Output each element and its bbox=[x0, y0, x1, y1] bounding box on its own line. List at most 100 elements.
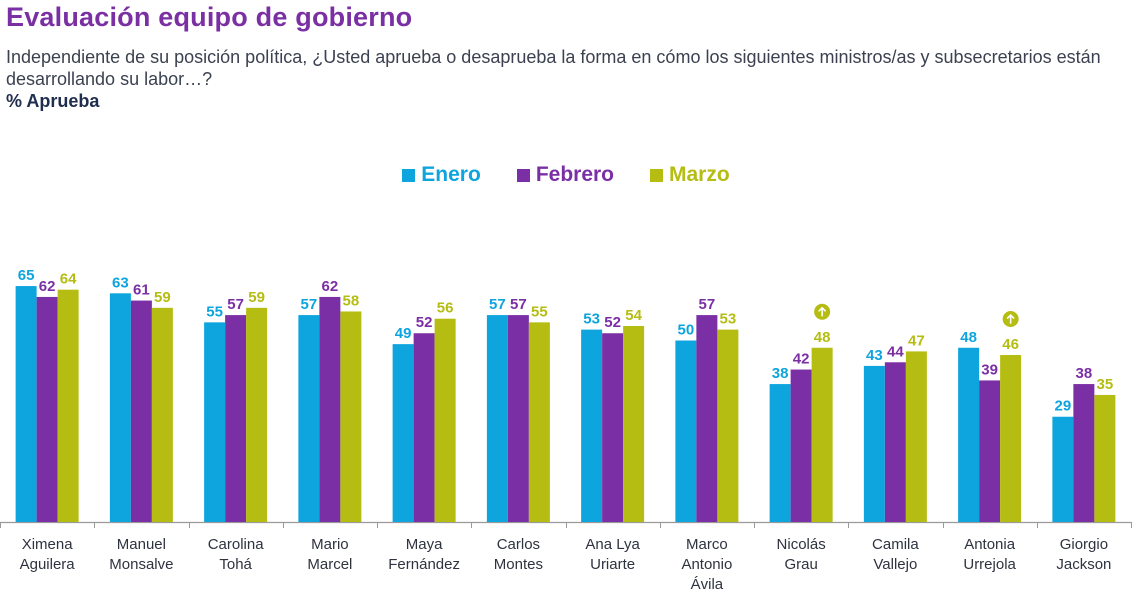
data-label-marzo: 56 bbox=[437, 300, 454, 317]
data-label-enero: 57 bbox=[489, 296, 506, 313]
data-label-marzo: 48 bbox=[814, 329, 831, 346]
bar-enero bbox=[15, 286, 37, 522]
bar-marzo bbox=[811, 347, 833, 522]
bar-febrero bbox=[225, 315, 247, 522]
legend-item-febrero: Febrero bbox=[516, 163, 614, 187]
chart-subtitle: Independiente de su posición política, ¿… bbox=[6, 47, 1101, 89]
bar-enero bbox=[958, 347, 980, 522]
legend-swatch bbox=[650, 168, 663, 182]
bar-febrero bbox=[1073, 384, 1095, 522]
category-label: Vallejo bbox=[873, 556, 917, 573]
data-label-febrero: 38 bbox=[1076, 365, 1093, 382]
bar-enero bbox=[675, 340, 697, 522]
data-label-marzo: 59 bbox=[154, 289, 171, 306]
category-label: Ana Lya bbox=[585, 536, 640, 553]
bar-febrero bbox=[790, 369, 812, 522]
category-label: Marcel bbox=[307, 556, 352, 573]
data-label-febrero: 42 bbox=[793, 351, 810, 368]
category-label: Jackson bbox=[1056, 556, 1111, 573]
bar-enero bbox=[392, 344, 414, 522]
bar-marzo bbox=[151, 307, 173, 522]
bar-febrero bbox=[507, 315, 529, 522]
data-label-enero: 55 bbox=[206, 303, 223, 320]
category-label: Camila bbox=[872, 536, 919, 553]
category-label: Antonia bbox=[964, 536, 1016, 553]
bar-febrero bbox=[130, 300, 152, 522]
bar-marzo bbox=[340, 311, 362, 522]
category-label: Maya bbox=[406, 536, 443, 553]
chart-title: Evaluación equipo de gobierno bbox=[6, 2, 413, 32]
category-label: Carlos bbox=[497, 536, 540, 553]
category-label: Carolina bbox=[208, 536, 265, 553]
bar-enero bbox=[581, 329, 603, 522]
data-label-febrero: 52 bbox=[416, 314, 433, 331]
bar-febrero bbox=[884, 362, 906, 522]
bar-enero bbox=[1052, 416, 1074, 522]
data-label-febrero: 61 bbox=[133, 282, 150, 299]
bar-enero bbox=[298, 315, 320, 522]
data-label-marzo: 53 bbox=[720, 311, 737, 328]
category-label: Fernández bbox=[388, 556, 460, 573]
category-label: Montes bbox=[494, 556, 543, 573]
category-label: Ávila bbox=[691, 576, 724, 593]
data-label-marzo: 35 bbox=[1097, 376, 1114, 393]
data-label-enero: 38 bbox=[772, 365, 789, 382]
bar-marzo bbox=[1094, 394, 1116, 522]
legend-label: Marzo bbox=[669, 163, 730, 186]
data-label-enero: 57 bbox=[301, 296, 318, 313]
category-label: Grau bbox=[784, 556, 817, 573]
arrow-up-circle-icon bbox=[814, 303, 831, 320]
category-label: Manuel bbox=[117, 536, 166, 553]
data-label-enero: 63 bbox=[112, 274, 129, 291]
category-label: Ximena bbox=[22, 536, 74, 553]
bar-marzo bbox=[623, 325, 645, 522]
data-label-febrero: 52 bbox=[604, 314, 621, 331]
data-label-marzo: 58 bbox=[343, 292, 360, 309]
data-label-enero: 53 bbox=[583, 311, 600, 328]
data-label-marzo: 47 bbox=[908, 332, 925, 349]
legend-item-enero: Enero bbox=[402, 163, 481, 187]
bar-marzo bbox=[246, 307, 268, 522]
bar-enero bbox=[769, 384, 791, 522]
data-label-enero: 65 bbox=[18, 267, 35, 284]
bar-marzo bbox=[528, 322, 550, 522]
data-label-enero: 50 bbox=[678, 322, 695, 339]
category-label: Marco bbox=[686, 536, 728, 553]
data-label-febrero: 62 bbox=[39, 278, 56, 295]
category-label: Nicolás bbox=[777, 536, 826, 553]
data-label-marzo: 55 bbox=[531, 303, 548, 320]
bar-febrero bbox=[36, 296, 58, 522]
data-label-marzo: 46 bbox=[1002, 336, 1019, 353]
bar-marzo bbox=[57, 289, 79, 522]
bar-marzo bbox=[434, 318, 456, 522]
data-label-febrero: 57 bbox=[699, 296, 716, 313]
data-label-febrero: 57 bbox=[227, 296, 244, 313]
bar-febrero bbox=[696, 315, 718, 522]
data-label-enero: 49 bbox=[395, 325, 412, 342]
legend-item-marzo: Marzo bbox=[650, 163, 730, 187]
data-label-febrero: 57 bbox=[510, 296, 527, 313]
category-label: Giorgio bbox=[1060, 536, 1108, 553]
data-label-marzo: 59 bbox=[248, 289, 265, 306]
bar-enero bbox=[109, 293, 131, 522]
category-label: Tohá bbox=[219, 556, 252, 573]
category-label: Uriarte bbox=[590, 556, 635, 573]
bar-marzo bbox=[717, 329, 739, 522]
data-label-febrero: 62 bbox=[322, 278, 339, 295]
legend-label: Enero bbox=[421, 163, 481, 186]
bar-febrero bbox=[602, 333, 624, 522]
category-label: Urrejola bbox=[963, 556, 1016, 573]
legend: Enero Febrero Marzo bbox=[0, 163, 1132, 187]
data-label-febrero: 44 bbox=[887, 343, 904, 360]
bar-febrero bbox=[979, 380, 1001, 522]
bar-marzo bbox=[905, 351, 927, 522]
category-label: Monsalve bbox=[109, 556, 173, 573]
category-label: Aguilera bbox=[20, 556, 76, 573]
data-label-enero: 43 bbox=[866, 347, 883, 364]
data-label-marzo: 64 bbox=[60, 271, 77, 288]
bar-enero bbox=[486, 315, 508, 522]
bar-febrero bbox=[413, 333, 435, 522]
data-label-febrero: 39 bbox=[981, 361, 998, 378]
data-label-enero: 29 bbox=[1055, 398, 1072, 415]
